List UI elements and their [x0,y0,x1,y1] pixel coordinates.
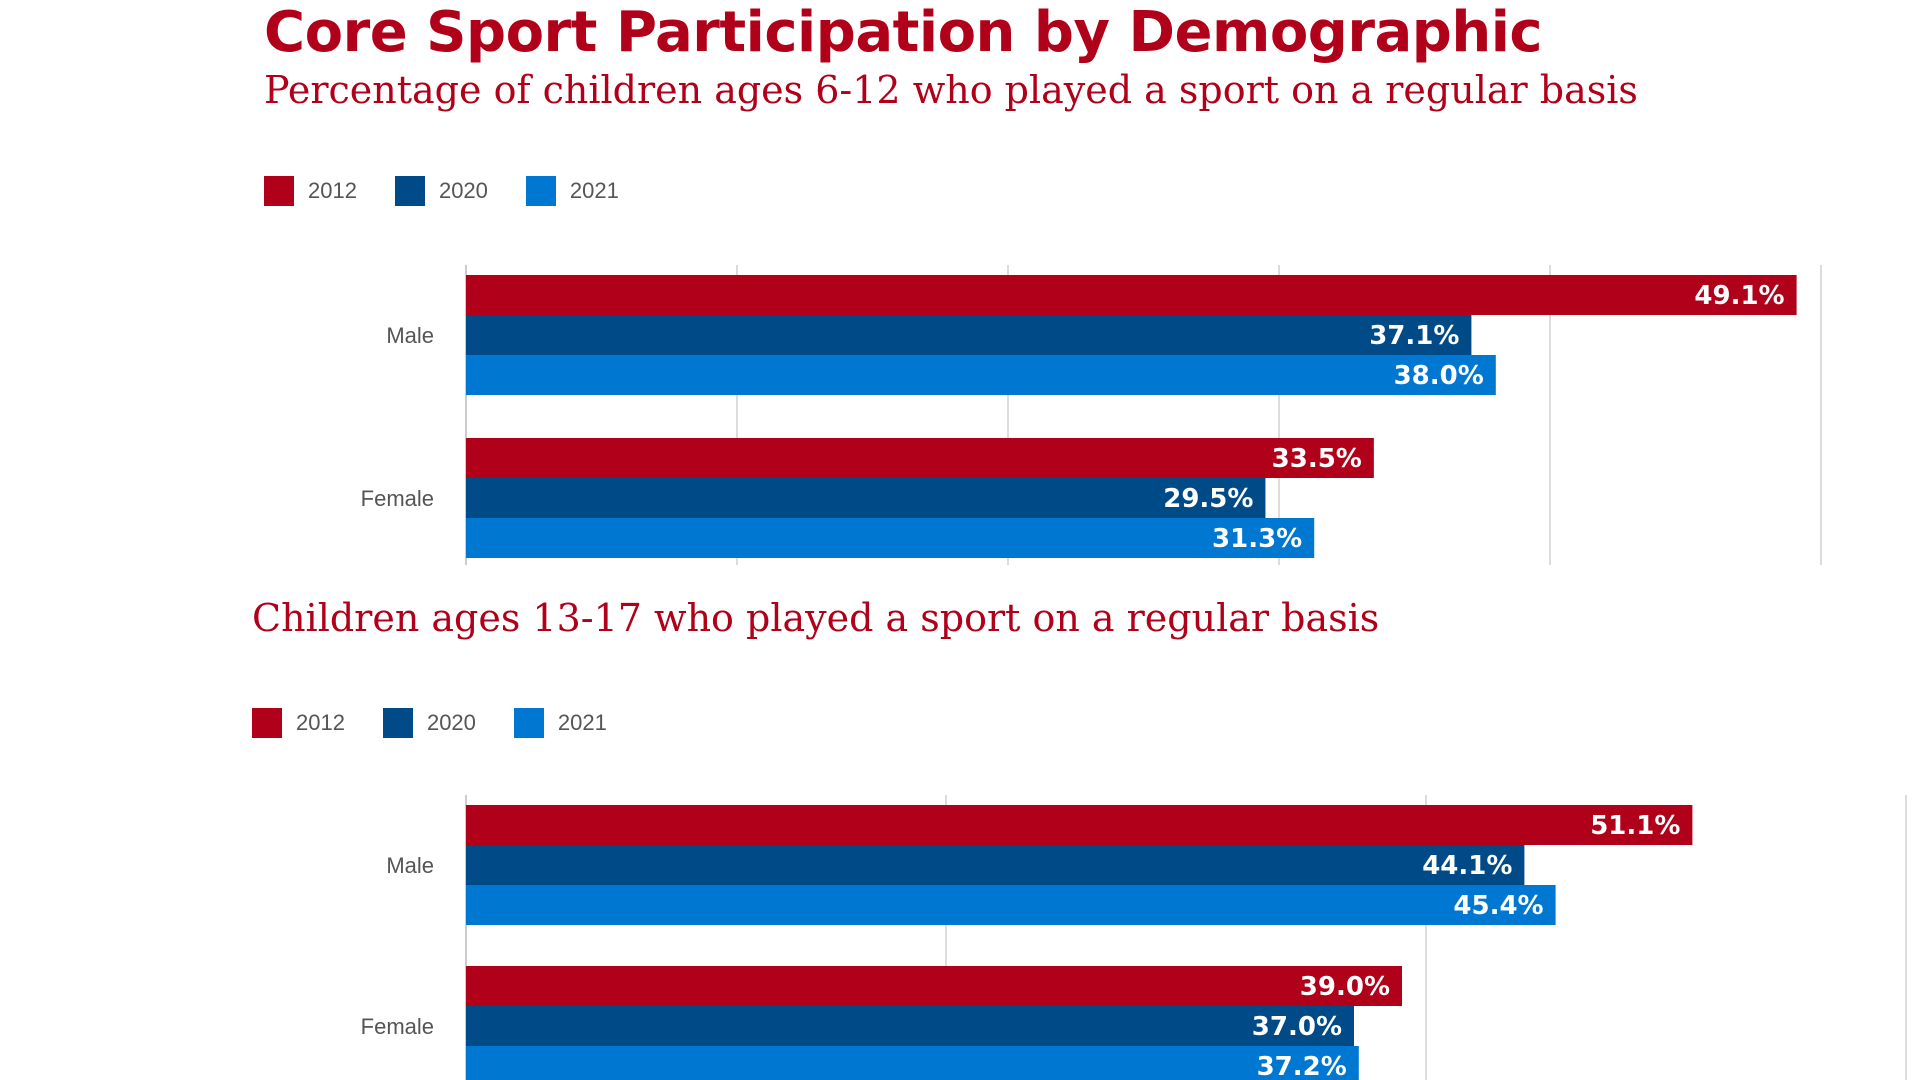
bar-female-2020 [466,478,1266,518]
bar-male-2012 [466,805,1693,845]
main-title: Core Sport Participation by Demographic [264,0,1543,65]
category-label: Male [386,323,434,348]
data-label: 49.1% [1694,281,1784,311]
data-label: 45.4% [1453,891,1543,921]
legend-item-2012: 2012 [252,708,345,738]
chart-1-plot: 49.1% 37.1% 38.0% Male 33.5% 29.5% 31.3% Female [361,265,1822,565]
data-label: 29.5% [1163,484,1253,514]
legend-swatch-2021 [525,176,556,206]
chart-1-legend: 2012 2020 2021 [264,176,657,206]
legend-item-2012: 2012 [264,176,357,206]
bar-female-2021 [466,1046,1359,1080]
data-label: 31.3% [1212,524,1302,554]
bar-female-2012 [466,966,1402,1006]
legend-swatch-2020 [382,708,413,738]
chart-1-subtitle: Percentage of children ages 6-12 who pla… [264,68,1638,112]
legend-label-2020: 2020 [426,710,476,735]
data-label: 37.1% [1369,321,1459,351]
chart-2-subtitle: Children ages 13-17 who played a sport o… [252,596,1380,640]
data-label: 38.0% [1394,361,1484,391]
legend-item-2020: 2020 [382,708,476,738]
bar-male-2020 [466,315,1472,355]
bar-female-2021 [466,518,1315,558]
legend-swatch-2020 [394,176,425,206]
category-label: Male [386,853,434,878]
bar-male-2020 [466,845,1525,885]
legend-item-2021: 2021 [525,176,619,206]
data-label: 37.2% [1257,1052,1347,1080]
bar-male-2021 [466,355,1496,395]
legend-item-2020: 2020 [394,176,488,206]
bar-female-2020 [466,1006,1354,1046]
chart-2-plot: 51.1% 44.1% 45.4% Male 39.0% 37.0% 37.2% Female [361,795,1907,1080]
category-label: Female [361,486,434,511]
legend-item-2021: 2021 [513,708,607,738]
legend-label-2012: 2012 [308,178,357,203]
data-label: 33.5% [1272,444,1362,474]
legend-swatch-2021 [513,708,544,738]
data-label: 44.1% [1422,851,1512,881]
bar-male-2021 [466,885,1556,925]
category-label: Female [361,1014,434,1039]
legend-swatch-2012 [264,176,294,206]
data-label: 37.0% [1252,1012,1342,1042]
legend-label-2021: 2021 [569,178,619,203]
chart-2-legend: 2012 2020 2021 [252,708,645,738]
legend-label-2012: 2012 [296,710,345,735]
legend-swatch-2012 [252,708,282,738]
legend-label-2020: 2020 [438,178,488,203]
bar-male-2012 [466,275,1797,315]
data-label: 51.1% [1590,811,1680,841]
data-label: 39.0% [1300,972,1390,1002]
bar-female-2012 [466,438,1374,478]
legend-label-2021: 2021 [557,710,607,735]
